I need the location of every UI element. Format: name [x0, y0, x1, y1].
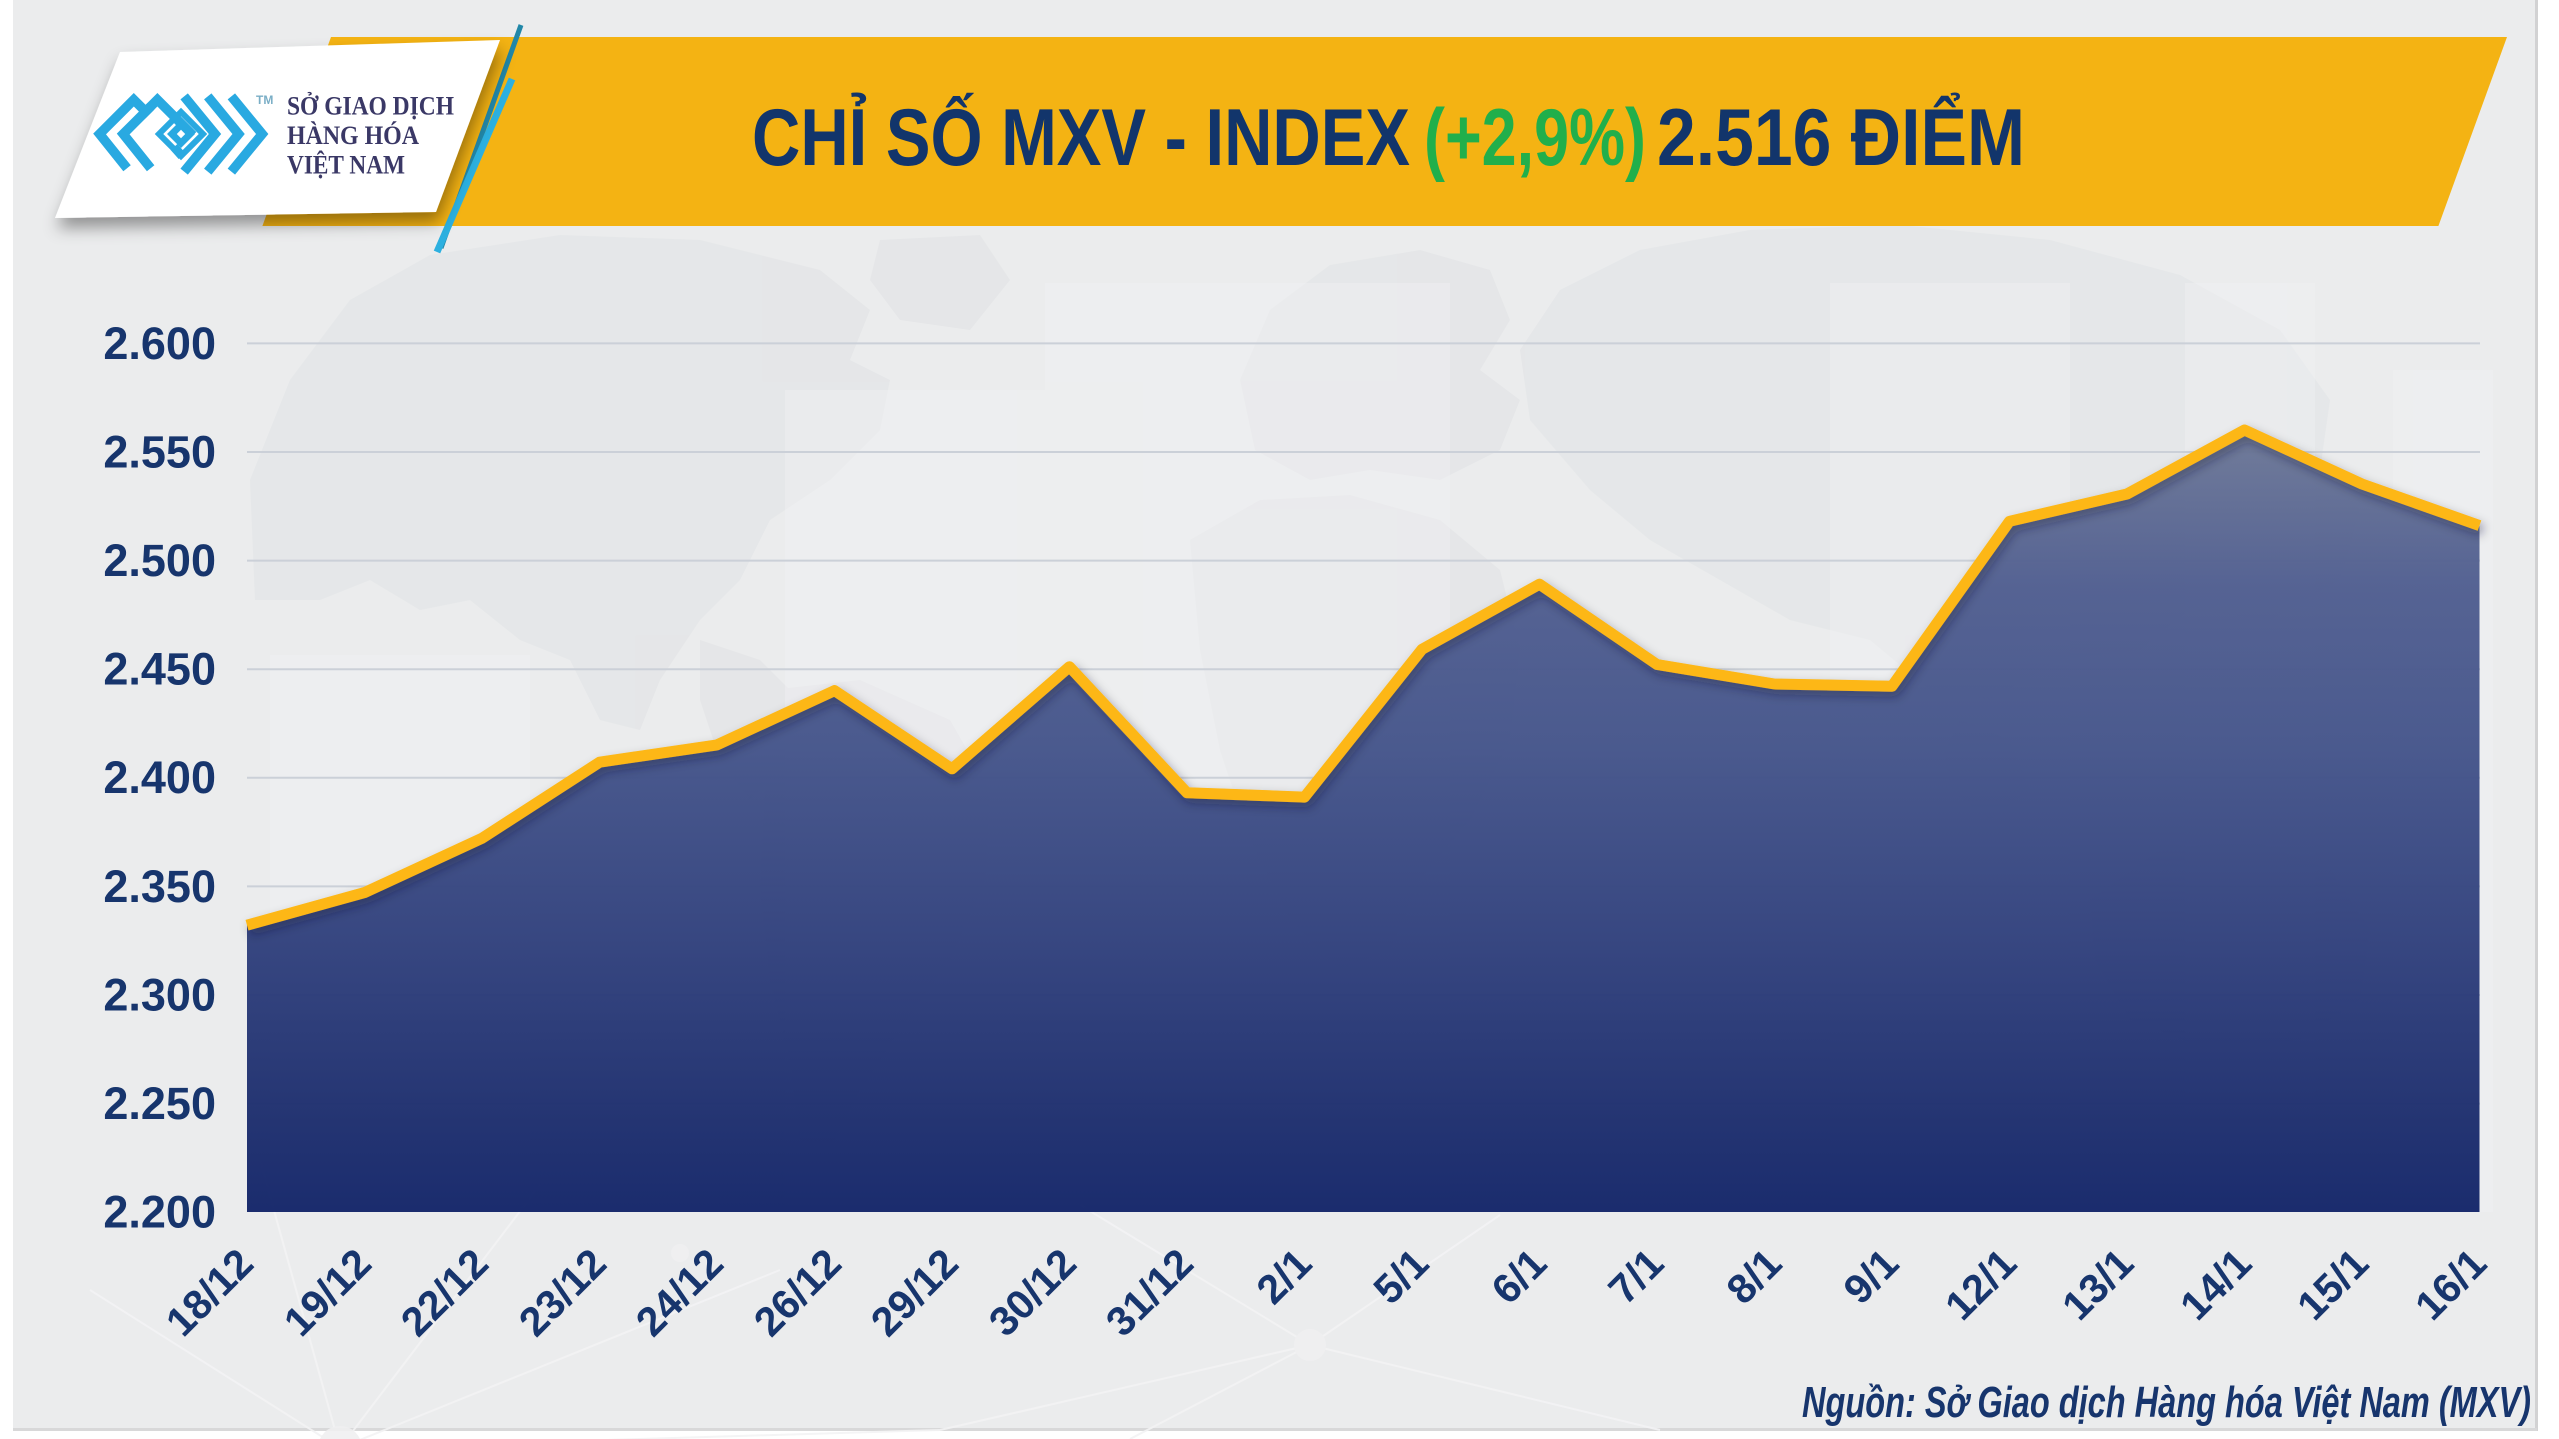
svg-text:CHỈ SỐ MXV - INDEX: CHỈ SỐ MXV - INDEX: [752, 91, 1410, 183]
svg-text:Nguồn: Sở Giao dịch Hàng hóa V: Nguồn: Sở Giao dịch Hàng hóa Việt Nam (M…: [1802, 1378, 2531, 1427]
svg-text:2.250: 2.250: [103, 1078, 216, 1129]
svg-text:2.400: 2.400: [103, 752, 216, 803]
svg-text:2.500: 2.500: [103, 535, 216, 586]
svg-text:2.450: 2.450: [103, 644, 216, 695]
svg-text:SỞ GIAO DỊCH: SỞ GIAO DỊCH: [287, 92, 454, 121]
svg-text:2.550: 2.550: [103, 426, 216, 477]
svg-text:2.516 ĐIỂM: 2.516 ĐIỂM: [1657, 92, 2025, 183]
svg-text:VIỆT NAM: VIỆT NAM: [287, 151, 405, 180]
svg-text:HÀNG HÓA: HÀNG HÓA: [287, 121, 419, 150]
svg-text:2.350: 2.350: [103, 861, 216, 912]
svg-text:2.600: 2.600: [103, 318, 216, 369]
svg-text:2.300: 2.300: [103, 969, 216, 1020]
svg-text:2.200: 2.200: [103, 1187, 216, 1238]
svg-text:TM: TM: [256, 93, 273, 107]
svg-text:(+2,9%): (+2,9%): [1424, 93, 1646, 183]
